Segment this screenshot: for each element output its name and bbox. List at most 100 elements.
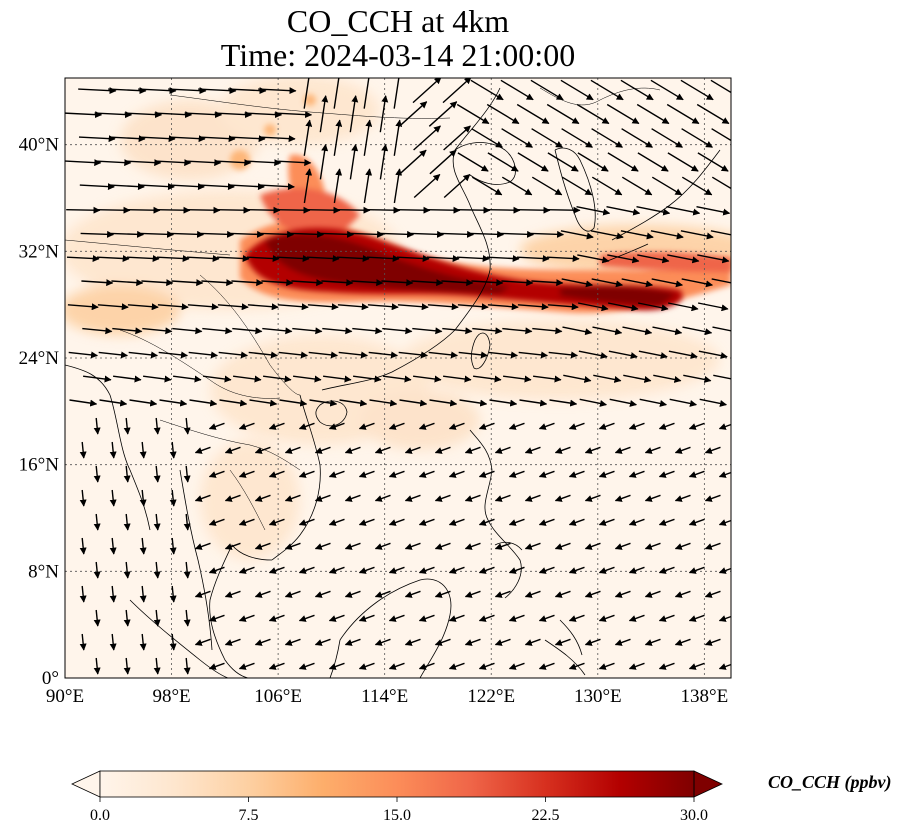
wind-arrow: [411, 279, 444, 287]
wind-arrow: [153, 609, 161, 627]
wind-arrow: [263, 375, 292, 383]
wind-arrow: [374, 542, 391, 550]
wind-arrow: [651, 278, 683, 288]
wind-arrow: [388, 470, 405, 478]
wind-arrow: [109, 183, 145, 191]
wind-arrow: [194, 494, 211, 502]
lat-tick-label: 8°N: [28, 561, 59, 582]
wind-arrow: [374, 590, 391, 598]
wind-arrow: [418, 566, 435, 574]
wind-arrow: [644, 446, 661, 454]
wind-arrow: [81, 279, 114, 287]
wind-arrow: [441, 279, 474, 287]
wind-arrow: [711, 278, 731, 284]
wind-arrow: [538, 566, 555, 574]
wind-arrow: [628, 566, 645, 574]
wind-arrow: [501, 279, 534, 287]
wind-arrow: [404, 494, 421, 502]
wind-arrow: [228, 87, 267, 95]
wind-arrow: [140, 230, 175, 238]
wind-arrow: [471, 279, 504, 287]
wind-arrow: [478, 614, 495, 622]
wind-arrow: [224, 638, 241, 646]
wind-arrow: [79, 537, 87, 555]
wind-arrow: [478, 662, 495, 670]
wind-arrow: [187, 303, 219, 311]
wind-arrow: [568, 422, 585, 430]
wind-arrow: [606, 103, 640, 125]
wind-arrow: [517, 152, 549, 172]
lat-tick-label: 24°N: [19, 348, 60, 369]
wind-arrow: [113, 375, 142, 383]
wind-arrow: [248, 351, 278, 359]
wind-arrow: [639, 398, 667, 407]
wind-arrow: [171, 279, 204, 287]
wind-arrow: [200, 230, 235, 238]
wind-arrow: [718, 567, 731, 574]
wind-arrow: [154, 111, 193, 119]
wind-arrow: [577, 152, 609, 172]
wind-arrow: [508, 518, 525, 526]
wind-arrow: [434, 446, 451, 454]
wind-arrow: [93, 417, 101, 435]
lat-tick-label: 0°: [42, 668, 59, 689]
wind-arrow: [696, 206, 731, 216]
wind-arrow: [363, 78, 373, 109]
wind-arrow: [275, 159, 312, 167]
wind-arrow: [306, 206, 341, 214]
wind-arrow: [66, 206, 101, 214]
colorbar: 0.0 7.5 15.0 22.5 30.0 CO_CCH (ppbv): [71, 770, 892, 824]
wind-arrow: [246, 254, 280, 262]
wind-arrow: [503, 375, 532, 383]
wind-arrow: [418, 518, 435, 526]
wind-arrow: [413, 375, 442, 383]
wind-arrow: [614, 446, 631, 454]
wind-arrow: [382, 327, 413, 335]
wind-arrow: [478, 470, 495, 478]
wind-arrow: [658, 566, 675, 574]
wind-arrow: [344, 638, 361, 646]
wind-arrow: [658, 662, 675, 670]
colorbar-extend-min: [71, 770, 101, 798]
wind-arrow: [94, 111, 133, 119]
wind-arrow: [353, 375, 382, 383]
wind-arrow: [704, 494, 721, 502]
wind-arrow: [448, 470, 465, 478]
wind-arrow: [429, 149, 457, 175]
wind-arrow: [549, 399, 578, 407]
wind-arrow: [314, 638, 331, 646]
wind-arrow: [224, 590, 241, 598]
colorbar-gradient: [100, 771, 694, 797]
wind-arrow: [486, 206, 521, 214]
wind-arrow: [427, 303, 459, 311]
wind-arrow: [79, 441, 87, 459]
wind-vectors: [65, 78, 731, 675]
wind-arrow: [93, 561, 101, 579]
wind-arrow: [128, 351, 158, 359]
wind-arrow: [336, 254, 370, 262]
wind-arrow: [127, 303, 159, 311]
wind-arrow: [494, 638, 511, 646]
wind-arrow: [711, 128, 731, 142]
wind-arrow: [578, 350, 608, 360]
wind-arrow: [293, 375, 322, 383]
wind-arrow: [350, 230, 385, 238]
wind-arrow: [123, 561, 131, 579]
wind-arrow: [457, 152, 489, 172]
wind-arrow: [404, 590, 421, 598]
wind-arrow: [548, 351, 578, 359]
wind-arrow: [111, 279, 144, 287]
wind-arrow: [156, 254, 190, 262]
colorbar-ticks: 0.0 7.5 15.0 22.5 30.0: [90, 797, 708, 824]
wind-arrow: [298, 422, 315, 430]
wind-arrow: [284, 638, 301, 646]
wind-arrow: [349, 143, 359, 180]
wind-arrow: [516, 254, 550, 262]
wind-arrow: [139, 183, 175, 191]
wind-arrow: [434, 542, 451, 550]
wind-arrow: [79, 489, 87, 507]
wind-arrow: [363, 168, 373, 204]
wind-arrow: [198, 87, 237, 95]
wind-arrow: [606, 206, 641, 216]
wind-arrow: [698, 350, 728, 360]
